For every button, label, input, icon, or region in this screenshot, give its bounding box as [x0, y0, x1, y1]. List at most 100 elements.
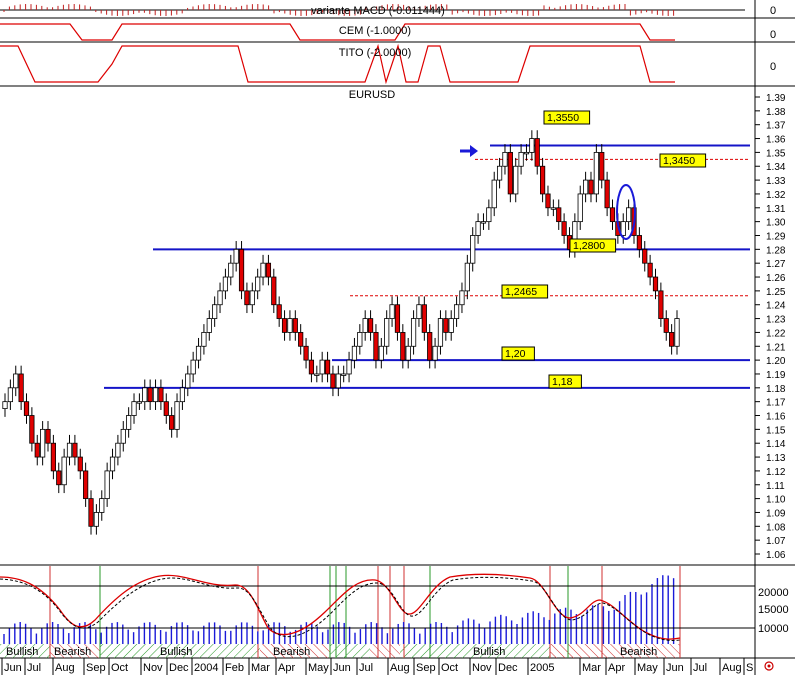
level-label-box	[543, 110, 591, 125]
candle-body	[324, 359, 331, 375]
volume-bars	[3, 575, 675, 644]
level-label-text: 1,3450	[663, 155, 695, 167]
price-tick-label: 1.31	[766, 204, 786, 215]
x-tick-label: Mar	[251, 662, 270, 674]
x-tick-label: Aug	[722, 662, 742, 674]
x-tick-label: Jul	[27, 662, 41, 674]
price-tick-label: 1.29	[766, 231, 786, 242]
candle-body	[83, 470, 89, 500]
candle-body	[464, 262, 470, 292]
candle-body	[470, 235, 476, 264]
candle-body	[513, 165, 519, 195]
candle-body	[437, 318, 444, 347]
candle-body	[195, 345, 202, 361]
candle-body	[545, 193, 551, 209]
candle-body	[45, 428, 51, 444]
level-label-text: 1,2465	[505, 286, 537, 298]
level-lines	[104, 144, 750, 389]
price-tick-label: 1.15	[766, 425, 786, 436]
candle-body	[319, 359, 325, 375]
regime-label: Bullish	[473, 646, 505, 658]
volume-tick-20000: 20000	[758, 587, 789, 599]
circle-annotation	[616, 184, 636, 240]
price-tick-label: 1.06	[766, 550, 786, 561]
candle-body	[475, 221, 481, 236]
candle-body	[427, 332, 433, 361]
candle-body	[459, 290, 465, 306]
candle-body	[212, 304, 218, 319]
candle-body	[77, 456, 83, 472]
candle-body	[244, 290, 250, 306]
x-tick-label: Sep	[416, 662, 436, 674]
candle-body	[255, 276, 261, 292]
candle-body	[529, 138, 535, 153]
candle-body	[647, 262, 653, 278]
macd-title: variante MACD (-0.011444)	[311, 5, 445, 17]
regime-label: Bearish	[620, 646, 657, 658]
x-tick-label: Oct	[111, 662, 128, 674]
candle-body	[109, 456, 116, 472]
candle-body	[152, 387, 159, 403]
candle-body	[276, 304, 282, 319]
price-tick-label: 1.18	[766, 384, 786, 395]
level-label-box	[501, 284, 549, 299]
candle-body	[29, 415, 35, 444]
candle-body	[23, 401, 30, 416]
x-tick-label: Dec	[169, 662, 189, 674]
oscillator-line	[0, 573, 681, 640]
price-title: EURUSD	[349, 89, 396, 101]
level-label-text: 1,18	[552, 376, 573, 388]
price-tick-label: 1.22	[766, 328, 786, 339]
candle-body	[373, 332, 379, 361]
volume-tick-10000: 10000	[758, 623, 789, 635]
x-tick-label: Nov	[143, 662, 163, 674]
candle-body	[147, 387, 153, 403]
candle-body	[287, 318, 293, 333]
candle-body	[604, 179, 610, 209]
cem-tick-0: 0	[770, 29, 776, 41]
cem-title: CEM (-1.0000)	[339, 25, 411, 37]
level-label-text: 1,3550	[547, 112, 579, 124]
macd-bars	[3, 4, 675, 16]
regime-band	[550, 644, 600, 658]
x-tick-label: S	[746, 662, 753, 674]
candle-body	[34, 442, 40, 458]
candle-body	[518, 151, 524, 167]
candle-body	[201, 332, 207, 347]
arrow-annotation	[460, 145, 478, 157]
x-tick-label: Apr	[278, 662, 295, 674]
candle-body	[120, 428, 126, 444]
regime-bands	[0, 644, 680, 658]
regime-band	[100, 644, 260, 658]
candle-body	[367, 318, 374, 333]
price-tick-label: 1.09	[766, 508, 786, 519]
price-tick-label: 1.39	[766, 93, 786, 104]
price-tick-label: 1.30	[766, 218, 786, 229]
regime-band	[370, 644, 400, 658]
price-tick-label: 1.13	[766, 453, 786, 464]
x-tick-label: May	[308, 662, 329, 674]
x-tick-label: Aug	[390, 662, 410, 674]
candle-body	[72, 442, 78, 458]
candle-body	[18, 373, 24, 403]
cem-panel: CEM (-1.0000) 0	[0, 23, 776, 41]
candle-body	[663, 318, 669, 333]
tito-panel: TITO (-2.0000) 0	[0, 43, 776, 85]
candle-body	[486, 207, 492, 223]
candle-body	[556, 207, 562, 223]
price-tick-label: 1.11	[766, 481, 785, 492]
candle-body	[185, 373, 191, 389]
candle-body	[658, 290, 664, 319]
candle-body	[636, 235, 642, 250]
corner-icon	[764, 661, 774, 671]
x-tick-label: Jun	[4, 662, 22, 674]
candle-body	[674, 318, 680, 347]
x-tick-label: Nov	[472, 662, 492, 674]
candle-body	[303, 345, 309, 361]
candle-body	[496, 165, 503, 181]
level-label-box	[548, 374, 582, 389]
candle-body	[620, 221, 626, 236]
level-label-box	[659, 153, 707, 168]
candle-body	[394, 304, 401, 333]
